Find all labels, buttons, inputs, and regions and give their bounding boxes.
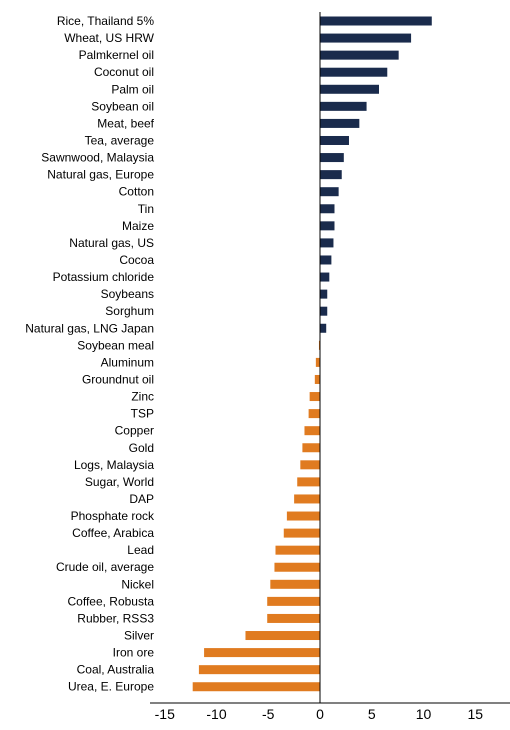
- x-tick-label: -10: [206, 706, 226, 722]
- bar-17: [320, 306, 328, 316]
- category-label: Logs, Malaysia: [74, 458, 154, 472]
- bar-33: [270, 579, 320, 589]
- bar-7: [320, 135, 349, 145]
- category-label: Phosphate rock: [71, 509, 155, 523]
- category-label: Coffee, Robusta: [67, 594, 154, 608]
- category-label: Groundnut oil: [82, 372, 154, 386]
- x-tick-label: 0: [316, 706, 324, 722]
- bar-14: [320, 255, 332, 265]
- bar-5: [320, 101, 367, 111]
- category-label: Rubber, RSS3: [77, 611, 154, 625]
- bar-28: [294, 494, 320, 504]
- bar-25: [302, 443, 320, 453]
- bar-26: [300, 460, 320, 470]
- x-tick-label: -15: [155, 706, 175, 722]
- bar-2: [320, 50, 399, 60]
- bar-32: [274, 562, 320, 572]
- category-label: Potassium chloride: [53, 270, 155, 284]
- bar-0: [320, 16, 432, 26]
- category-label: Cocoa: [119, 253, 154, 267]
- category-label: Maize: [122, 219, 154, 233]
- category-label: Sawnwood, Malaysia: [41, 151, 154, 165]
- bar-19: [318, 340, 320, 350]
- category-label: Zinc: [131, 390, 154, 404]
- x-tick-label: -5: [262, 706, 275, 722]
- category-label: Palm oil: [111, 82, 154, 96]
- bar-30: [283, 528, 320, 538]
- x-tick-label: 15: [467, 706, 483, 722]
- category-label: Coal, Australia: [77, 663, 155, 677]
- category-label: Silver: [124, 629, 154, 643]
- bar-29: [286, 511, 320, 521]
- category-label: Soybean oil: [91, 99, 154, 113]
- category-label: Gold: [129, 441, 154, 455]
- category-label: Sorghum: [105, 304, 154, 318]
- bar-10: [320, 187, 339, 197]
- bar-8: [320, 153, 344, 163]
- bar-39: [192, 682, 320, 692]
- bar-13: [320, 238, 334, 248]
- bar-20: [315, 357, 320, 367]
- category-label: Cotton: [119, 185, 154, 199]
- category-label: Palmkernel oil: [79, 48, 154, 62]
- bar-38: [198, 665, 320, 675]
- bar-21: [314, 374, 320, 384]
- bar-12: [320, 221, 335, 231]
- category-label: Urea, E. Europe: [68, 680, 154, 694]
- bar-35: [267, 613, 320, 623]
- category-label: Crude oil, average: [56, 560, 154, 574]
- bar-23: [308, 409, 320, 419]
- category-label: Rice, Thailand 5%: [57, 14, 154, 28]
- category-label: Meat, beef: [97, 116, 154, 130]
- bar-37: [204, 648, 320, 658]
- category-label: Tea, average: [85, 133, 155, 147]
- category-label: Sugar, World: [85, 475, 154, 489]
- bar-1: [320, 33, 412, 43]
- category-label: Natural gas, US: [69, 236, 154, 250]
- x-tick-labels: -15 -10 -5 0 5 10 15: [155, 706, 484, 722]
- bar-36: [245, 631, 320, 641]
- category-label: Aluminum: [101, 355, 154, 369]
- category-label: Lead: [127, 543, 154, 557]
- bar-34: [267, 596, 320, 606]
- category-label: Natural gas, LNG Japan: [25, 321, 154, 335]
- category-label: Soybeans: [101, 287, 154, 301]
- category-label: Copper: [115, 424, 154, 438]
- bars-group: [192, 16, 432, 692]
- bar-16: [320, 289, 328, 299]
- category-label: Wheat, US HRW: [64, 31, 154, 45]
- bar-24: [304, 426, 320, 436]
- bar-6: [320, 118, 360, 128]
- bar-4: [320, 84, 379, 94]
- bar-27: [297, 477, 320, 487]
- bar-9: [320, 170, 342, 180]
- bar-22: [309, 392, 320, 402]
- bar-11: [320, 204, 335, 214]
- category-label: Soybean meal: [77, 338, 154, 352]
- x-tick-label: 10: [416, 706, 432, 722]
- category-label: Natural gas, Europe: [47, 168, 154, 182]
- category-label: Iron ore: [113, 646, 155, 660]
- category-label: Coconut oil: [94, 65, 154, 79]
- bar-31: [275, 545, 320, 555]
- category-label: DAP: [129, 492, 154, 506]
- category-label: Coffee, Arabica: [72, 526, 154, 540]
- x-tick-label: 5: [368, 706, 376, 722]
- category-label: Tin: [138, 202, 154, 216]
- category-label: Nickel: [121, 577, 154, 591]
- category-label: TSP: [131, 407, 154, 421]
- category-labels: Rice, Thailand 5% Wheat, US HRW Palmkernel…: [25, 14, 155, 694]
- bar-15: [320, 272, 330, 282]
- bar-18: [320, 323, 327, 333]
- bar-3: [320, 67, 388, 77]
